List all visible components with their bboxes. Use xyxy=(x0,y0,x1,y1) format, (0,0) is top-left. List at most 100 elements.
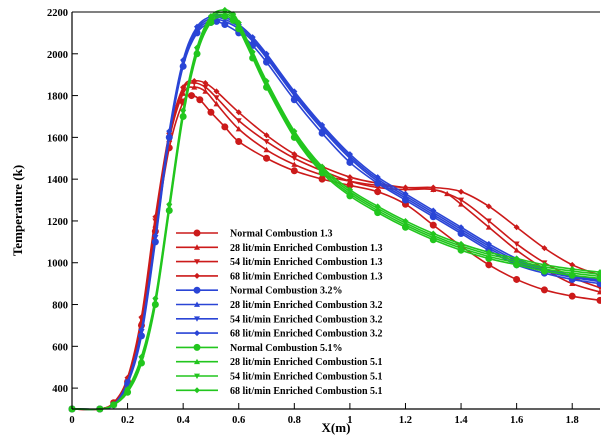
data-point xyxy=(513,241,520,247)
legend-marker xyxy=(194,373,200,379)
legend-marker xyxy=(194,301,200,307)
data-point xyxy=(207,13,214,20)
data-point xyxy=(569,280,576,287)
data-point xyxy=(485,240,492,247)
data-point xyxy=(194,44,201,51)
legend-marker xyxy=(193,229,201,237)
legend-entry: 54 lit/min Enriched Combustion 3.2 xyxy=(176,314,383,325)
data-point xyxy=(291,151,298,158)
data-point xyxy=(235,118,242,124)
data-point xyxy=(249,48,256,55)
legend-entry: Normal Combustion 5.1% xyxy=(176,343,343,354)
data-point xyxy=(221,6,228,13)
data-point xyxy=(191,77,198,84)
data-point xyxy=(290,167,298,175)
axes-layer: 0 0.2 0.4 0.6 0.8 1 1.2 1.4 1.6 1.8 400 600 800 1000 1… xyxy=(47,8,600,426)
data-point xyxy=(374,174,381,181)
data-point xyxy=(458,197,465,204)
data-point xyxy=(213,100,220,107)
data-point xyxy=(429,221,437,229)
data-point xyxy=(213,95,220,101)
legend-entry: Normal Combustion 3.2% xyxy=(176,286,343,297)
data-point xyxy=(235,19,242,26)
data-point xyxy=(485,249,492,256)
x-tick-label: 1.8 xyxy=(566,415,579,426)
series-12 xyxy=(69,6,601,412)
data-point xyxy=(207,108,215,116)
data-point xyxy=(221,123,229,131)
legend-label: 28 lit/min Enriched Combustion 1.3 xyxy=(230,243,383,254)
data-point xyxy=(568,292,576,300)
data-point xyxy=(485,224,492,230)
data-point xyxy=(152,213,159,220)
legend-entry: 54 lit/min Enriched Combustion 5.1 xyxy=(176,372,383,383)
data-point xyxy=(213,88,220,95)
x-tick-label: 1.6 xyxy=(510,415,523,426)
y-tick-label: 2200 xyxy=(47,8,68,19)
legend-marker xyxy=(194,387,200,394)
legend-marker xyxy=(194,272,200,279)
data-point xyxy=(138,326,145,333)
data-point xyxy=(152,232,159,239)
y-tick-label: 1400 xyxy=(47,175,68,186)
data-point xyxy=(110,401,117,408)
data-point xyxy=(485,218,492,224)
data-point xyxy=(485,261,493,269)
legend-marker xyxy=(194,244,200,250)
data-point xyxy=(513,255,520,262)
y-tick-label: 1600 xyxy=(47,133,68,144)
legend-entry: 54 lit/min Enriched Combustion 1.3 xyxy=(176,257,383,268)
y-tick-label: 600 xyxy=(52,342,68,353)
data-point xyxy=(202,84,209,91)
data-point xyxy=(263,50,270,57)
x-tick-label: 0.4 xyxy=(177,415,191,426)
data-point xyxy=(124,378,131,385)
data-point xyxy=(124,386,131,393)
data-point xyxy=(191,84,198,90)
legend-label: 68 lit/min Enriched Combustion 1.3 xyxy=(230,271,383,282)
data-point xyxy=(230,11,237,18)
data-point xyxy=(596,296,601,304)
data-point xyxy=(180,84,187,91)
y-tick-label: 2000 xyxy=(47,50,68,61)
data-point xyxy=(194,23,201,30)
data-point xyxy=(180,57,187,64)
data-point xyxy=(402,190,409,197)
legend-entry: 28 lit/min Enriched Combustion 3.2 xyxy=(176,300,383,311)
data-point xyxy=(249,34,256,41)
data-point xyxy=(458,224,465,231)
data-point xyxy=(319,121,326,128)
data-point xyxy=(196,96,204,104)
data-point xyxy=(152,295,159,302)
data-point xyxy=(346,174,353,181)
data-point xyxy=(202,80,209,87)
data-point xyxy=(291,128,298,135)
y-tick-label: 1200 xyxy=(47,217,68,228)
data-point xyxy=(458,240,465,247)
series-line xyxy=(71,14,601,411)
data-point xyxy=(597,269,601,276)
legend-entry: 68 lit/min Enriched Combustion 1.3 xyxy=(176,271,383,282)
legend-label: Normal Combustion 1.3 xyxy=(230,229,333,240)
data-point xyxy=(541,245,548,252)
data-point xyxy=(513,275,521,283)
legend-label: 28 lit/min Enriched Combustion 5.1 xyxy=(230,357,383,368)
legend-marker xyxy=(194,316,200,322)
y-tick-label: 400 xyxy=(52,384,68,395)
data-point xyxy=(202,88,209,94)
legend-entry: 28 lit/min Enriched Combustion 1.3 xyxy=(176,243,383,254)
legend-label: Normal Combustion 3.2% xyxy=(230,286,343,297)
data-point xyxy=(430,184,437,191)
data-point xyxy=(291,161,298,167)
x-tick-label: 1.4 xyxy=(454,415,468,426)
x-tick-label: 1 xyxy=(347,415,352,426)
legend-label: Normal Combustion 5.1% xyxy=(230,343,343,354)
data-point xyxy=(291,155,298,162)
legend-label: 68 lit/min Enriched Combustion 3.2 xyxy=(230,329,383,340)
x-axis-label: X(m) xyxy=(322,420,351,435)
legend-label: 54 lit/min Enriched Combustion 3.2 xyxy=(230,314,383,325)
legend-marker xyxy=(194,358,200,365)
data-point xyxy=(402,184,409,191)
